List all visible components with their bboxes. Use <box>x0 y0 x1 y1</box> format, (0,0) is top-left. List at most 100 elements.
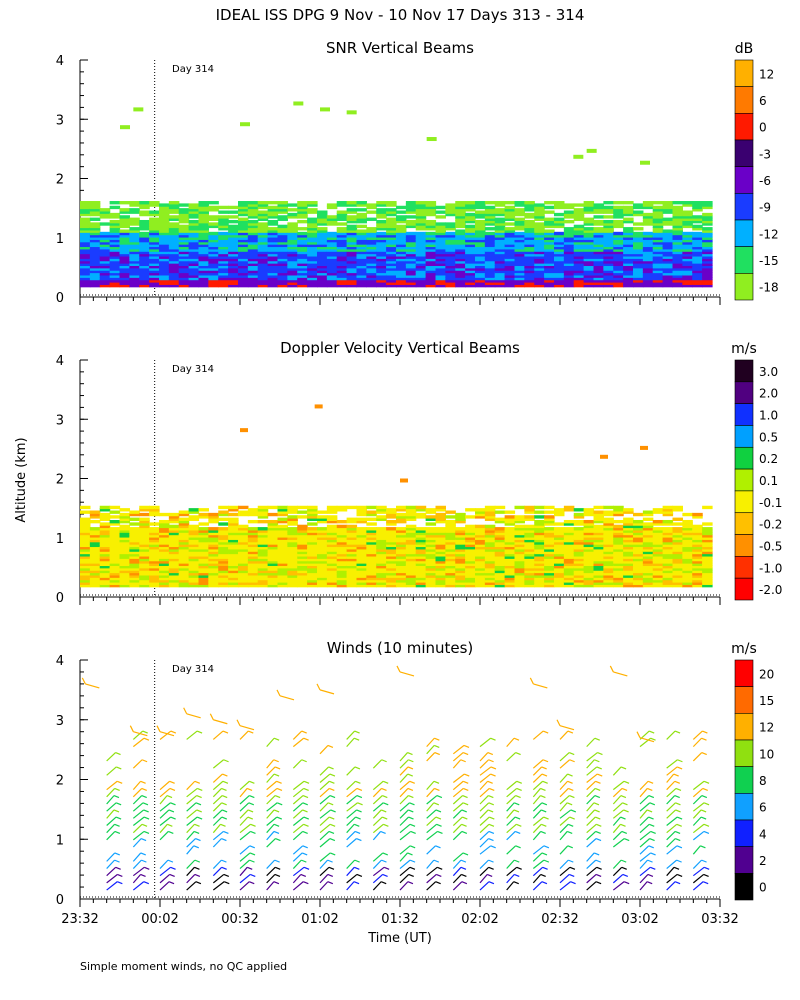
wind-barb <box>559 881 571 891</box>
snr-cell <box>484 257 496 262</box>
doppler-cell <box>702 557 713 562</box>
snr-cell <box>692 215 703 219</box>
snr-cell <box>267 210 279 214</box>
doppler-cell <box>89 560 101 564</box>
snr-cell <box>149 279 160 283</box>
snr-cell <box>228 281 239 285</box>
snr-cell <box>702 257 713 262</box>
snr-cell <box>386 212 397 217</box>
doppler-cell <box>267 536 279 540</box>
snr-cell <box>238 246 249 250</box>
doppler-cell <box>287 553 298 557</box>
snr-cell <box>692 208 703 212</box>
snr-cell <box>534 260 545 264</box>
snr-cell <box>524 236 535 240</box>
snr-cell <box>218 227 229 231</box>
snr-cell <box>386 208 397 212</box>
snr-cell <box>178 203 190 207</box>
doppler-cell <box>307 550 318 555</box>
snr-cell <box>692 227 703 231</box>
doppler-cell <box>99 522 111 526</box>
wind-barb-flag <box>490 737 496 741</box>
snr-cell <box>455 212 466 217</box>
snr-cell <box>247 272 259 276</box>
snr-cell <box>484 231 496 236</box>
doppler-cell <box>307 543 318 548</box>
snr-cell <box>554 276 565 281</box>
snr-cell <box>257 267 269 271</box>
wind-barb <box>186 838 196 848</box>
snr-cell <box>228 227 239 231</box>
wind-barb <box>452 780 464 791</box>
wind-barb <box>426 859 435 869</box>
snr-cell <box>504 227 516 231</box>
snr-cell <box>692 234 703 238</box>
snr-cell <box>178 269 190 274</box>
snr-cell <box>267 222 279 226</box>
doppler-cell <box>662 581 674 585</box>
snr-cell <box>109 238 121 243</box>
snr-cell <box>129 250 140 255</box>
colorbar-swatch <box>734 381 754 404</box>
snr-cell <box>119 238 130 243</box>
snr-cell <box>238 227 249 231</box>
snr-cell <box>317 267 328 271</box>
snr-cell <box>613 248 624 252</box>
doppler-cell <box>652 567 664 571</box>
doppler-cell <box>692 583 703 588</box>
colorbar-swatch <box>734 659 754 687</box>
doppler-cell <box>326 519 338 524</box>
snr-cell <box>297 248 308 252</box>
wind-barb <box>586 874 597 884</box>
wind-barb <box>346 866 355 877</box>
doppler-cell <box>188 572 200 576</box>
snr-cell <box>702 205 713 210</box>
wind-barb <box>559 752 570 762</box>
snr-cell <box>208 238 219 243</box>
doppler-cell <box>524 538 535 543</box>
snr-cell <box>583 208 595 212</box>
snr-cell <box>238 210 249 214</box>
wind-barb-flag <box>567 845 573 849</box>
snr-cell <box>425 246 437 250</box>
snr-cell <box>603 281 614 285</box>
x-axis-label: Time (UT) <box>367 931 432 946</box>
snr-cell <box>484 260 496 264</box>
snr-cell <box>504 243 516 248</box>
doppler-cell <box>386 572 397 576</box>
snr-cell <box>277 217 288 221</box>
snr-cell <box>613 208 624 212</box>
wind-barb <box>239 866 248 877</box>
doppler-cell <box>178 522 190 526</box>
colorbar-label: 12 <box>759 721 774 735</box>
doppler-cell <box>425 565 437 569</box>
doppler-cell <box>682 538 693 543</box>
doppler-cell <box>307 534 318 538</box>
doppler-cell <box>405 581 417 585</box>
doppler-cell <box>603 553 614 557</box>
doppler-cell <box>386 531 397 536</box>
wind-barb-flag <box>541 766 547 770</box>
snr-cell <box>435 227 446 231</box>
doppler-cell <box>267 538 279 543</box>
snr-cell <box>593 269 604 274</box>
doppler-cell <box>425 531 437 536</box>
doppler-cell <box>544 546 555 550</box>
snr-cell <box>652 212 664 217</box>
colorbar-label: 0 <box>759 881 767 895</box>
snr-cell <box>356 243 367 248</box>
wind-barb <box>292 802 304 812</box>
snr-cell <box>396 229 407 233</box>
snr-cell <box>445 241 456 245</box>
snr-cell <box>563 260 575 264</box>
doppler-cell <box>702 522 713 526</box>
doppler-cell <box>336 536 348 540</box>
snr-cell <box>593 255 604 259</box>
doppler-cell <box>257 565 269 569</box>
doppler-cell <box>267 529 279 533</box>
snr-cell <box>642 246 654 250</box>
snr-cell <box>425 224 437 229</box>
doppler-cell <box>178 517 190 521</box>
snr-cell <box>573 215 585 219</box>
snr-cell <box>613 238 624 243</box>
